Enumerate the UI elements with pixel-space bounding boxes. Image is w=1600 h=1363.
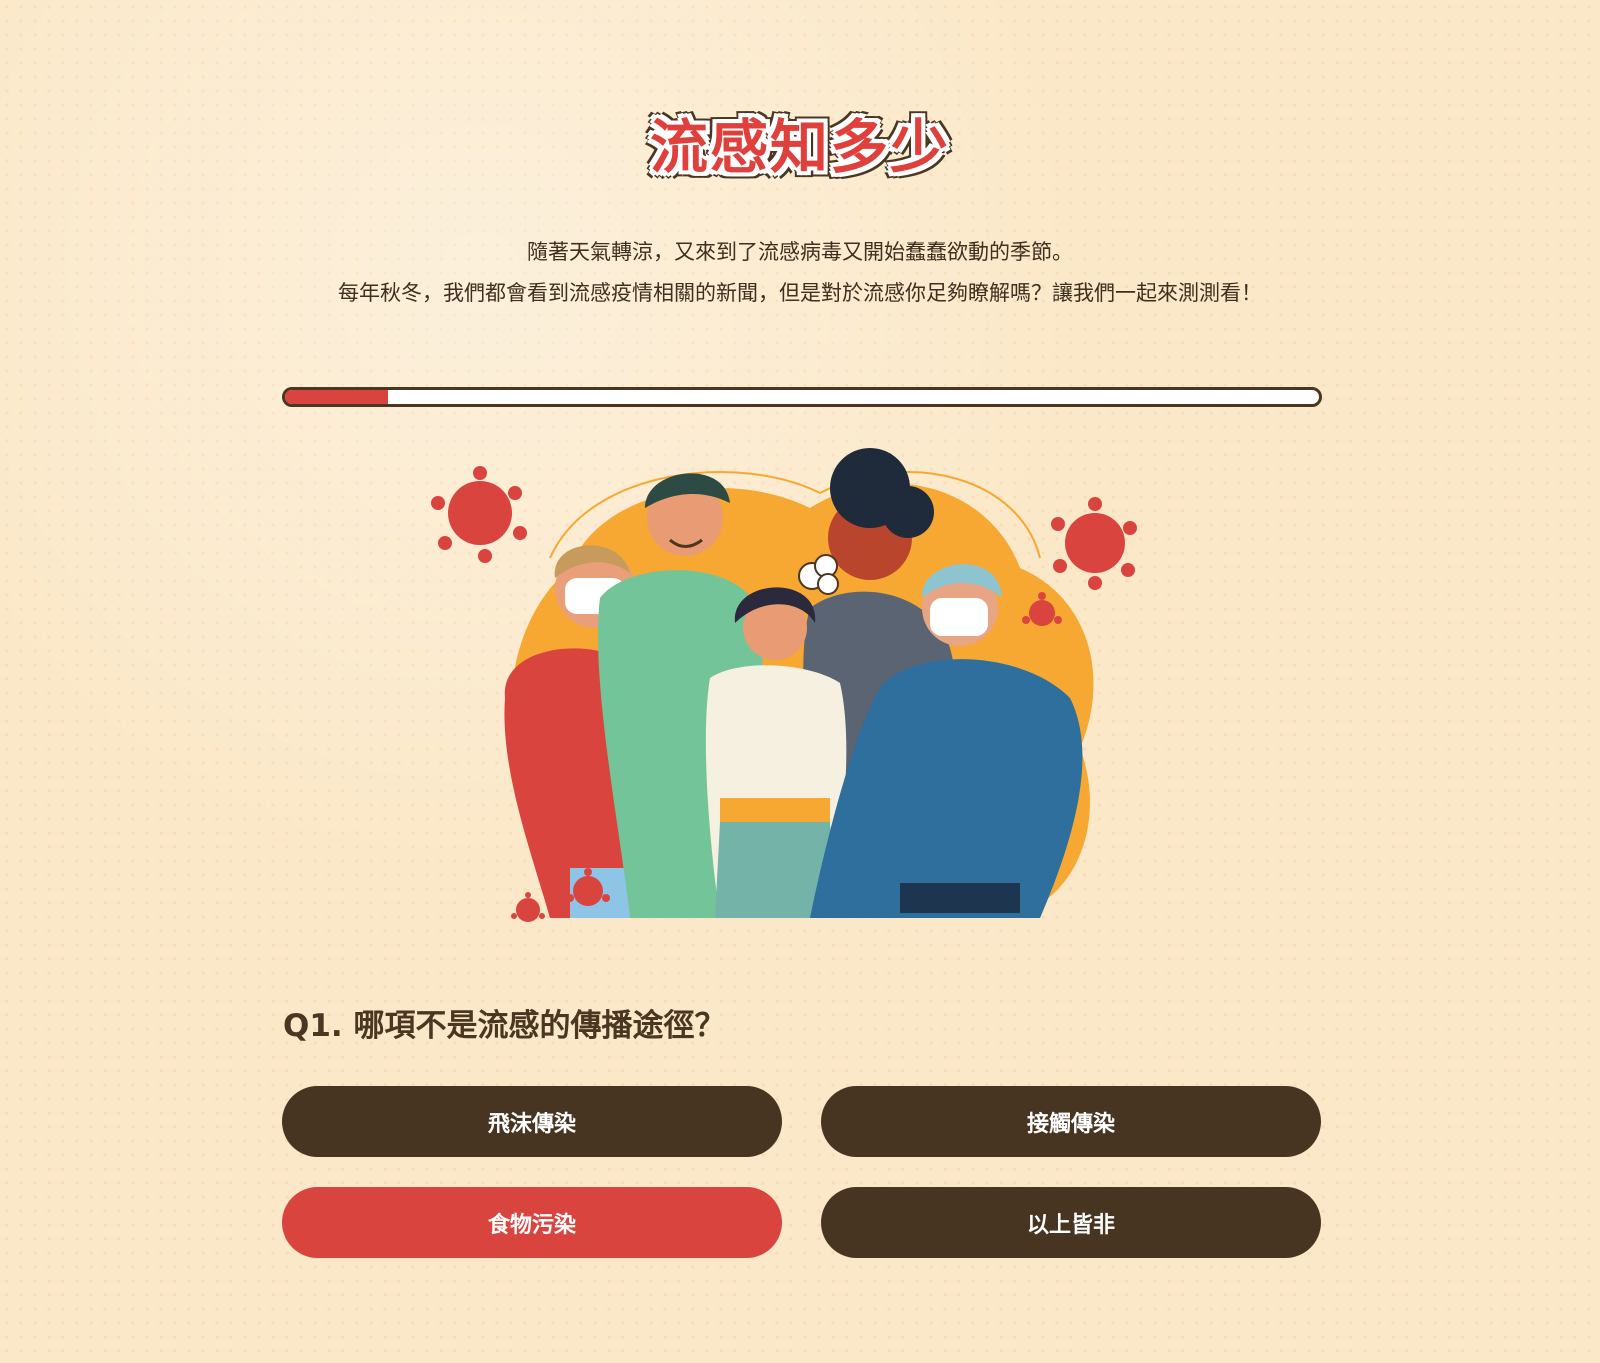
intro-line-2: 每年秋冬，我們都會看到流感疫情相關的新聞，但是對於流感你足夠瞭解嗎？讓我們一起來…: [338, 281, 1262, 305]
sneeze-cloud: [798, 554, 839, 595]
option-button-3[interactable]: 食物污染: [282, 1187, 782, 1258]
blob-outline: [549, 471, 1041, 559]
intro-text: 隨著天氣轉涼，又來到了流感病毒又開始蠢蠢欲動的季節。 每年秋冬，我們都會看到流感…: [0, 232, 1600, 314]
progress-fill: [285, 390, 389, 404]
intro-line-1: 隨著天氣轉涼，又來到了流感病毒又開始蠢蠢欲動的季節。: [527, 240, 1073, 264]
option-label: 接觸傳染: [1026, 1111, 1115, 1137]
person-white-top: [705, 587, 847, 918]
option-label: 食物污染: [487, 1212, 576, 1238]
virus-icon: [1022, 592, 1062, 626]
option-button-1[interactable]: 飛沫傳染: [282, 1086, 782, 1157]
virus-icon: [511, 892, 545, 922]
virus-icon: [1051, 497, 1137, 590]
virus-icon: [431, 466, 527, 563]
person-blue-masked: [810, 564, 1083, 918]
page-title: 流感知多少: [649, 113, 950, 181]
question-text: Q1. 哪項不是流感的傳播途徑？: [283, 1008, 726, 1044]
option-label: 飛沫傳染: [487, 1111, 576, 1137]
virus-icon: [566, 868, 610, 906]
progress-bar: [282, 387, 1322, 407]
option-button-2[interactable]: 接觸傳染: [821, 1086, 1321, 1157]
option-label: 以上皆非: [1026, 1212, 1115, 1238]
flu-illustration: [431, 448, 1137, 922]
option-button-4[interactable]: 以上皆非: [821, 1187, 1321, 1258]
